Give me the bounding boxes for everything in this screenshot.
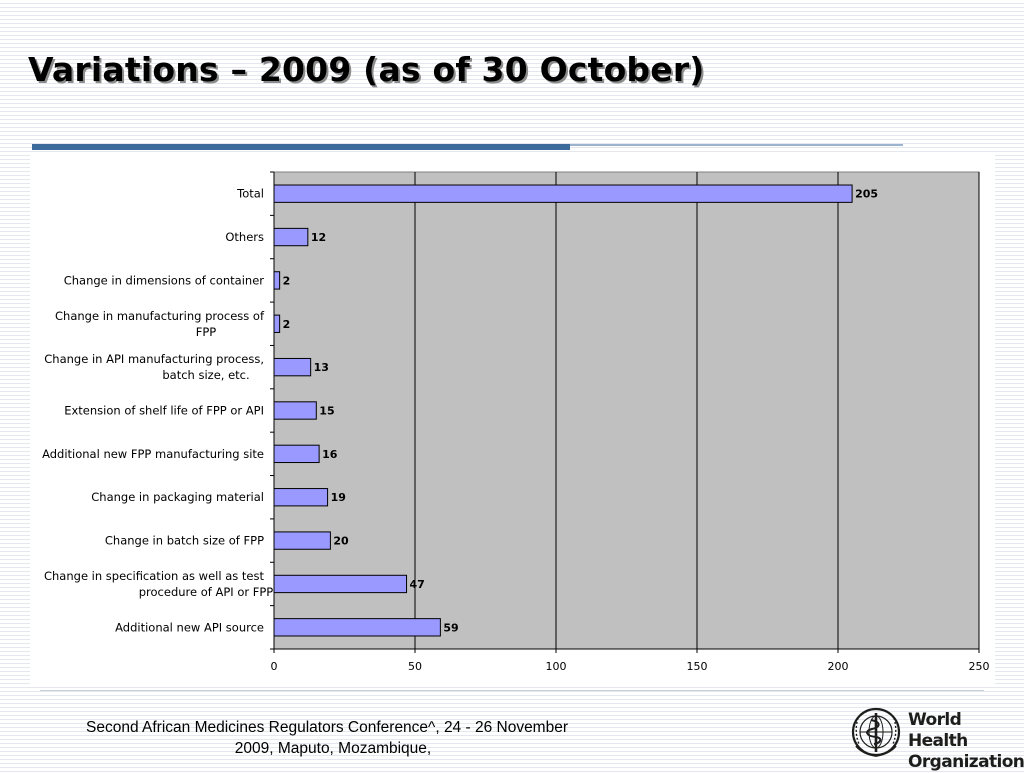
category-label: Others (225, 230, 264, 244)
bar (273, 401, 317, 420)
who-wordmark-line-2: Organization (908, 752, 1024, 772)
slide-title: Variations – 2009 (as of 30 October) (28, 50, 705, 89)
footer-text: Second African Medicines Regulators Conf… (0, 717, 654, 759)
data-label: 2 (283, 274, 291, 287)
who-wordmark-line-1: World Health (908, 710, 968, 751)
x-tick-label: 200 (828, 660, 849, 673)
data-label: 47 (410, 578, 425, 591)
x-tick-label: 0 (271, 660, 278, 673)
bar (273, 357, 312, 377)
x-tick-label: 250 (969, 660, 990, 673)
category-label: Extension of shelf life of FPP or API (64, 404, 264, 418)
who-wordmark: World Health Organization (908, 710, 1024, 773)
category-label: Change in dimensions of container (64, 273, 265, 287)
category-label: Additional new FPP manufacturing site (42, 447, 264, 461)
data-label: 20 (333, 535, 349, 548)
bar (273, 271, 281, 290)
category-label: Change in API manufacturing process, (44, 352, 264, 366)
data-label: 16 (322, 448, 338, 461)
data-label: 59 (443, 621, 458, 634)
bar (273, 574, 408, 594)
x-tick-label: 100 (546, 660, 567, 673)
category-label: batch size, etc. (162, 368, 249, 382)
category-label: Change in batch size of FPP (105, 534, 264, 548)
plot-area (273, 171, 980, 650)
data-label: 12 (311, 231, 326, 244)
data-label: 13 (314, 361, 329, 374)
category-label: Change in manufacturing process of (55, 309, 265, 323)
chart-panel: 0 50 100 150 200 250 205 Total 12 Others 2 Change i… (30, 152, 995, 685)
x-tick-label: 50 (408, 660, 422, 673)
footer-line-2: 2009, Maputo, Mozambique, (234, 740, 432, 757)
category-label: Additional new API source (115, 620, 264, 634)
who-emblem-icon (851, 707, 901, 757)
footer-line-1: Second African Medicines Regulators Conf… (86, 719, 568, 736)
data-label: 19 (331, 491, 346, 504)
bar (273, 444, 320, 464)
category-label: procedure of API or FPP (139, 585, 274, 599)
category-label: FPP (196, 325, 217, 339)
data-label: 205 (855, 188, 878, 201)
category-label: Change in specification as well as test (44, 569, 264, 583)
bar (273, 488, 329, 507)
bar-chart: 0 50 100 150 200 250 205 Total 12 Others 2 Change i… (42, 171, 990, 673)
title-rule-light (570, 144, 903, 146)
category-label: Total (236, 187, 264, 201)
category-label: Change in packaging material (91, 490, 264, 504)
bar (273, 184, 853, 203)
title-rule (32, 144, 570, 150)
bar (273, 618, 441, 637)
bar (273, 227, 309, 247)
bar (273, 314, 281, 333)
who-logo: World Health Organization (850, 706, 1024, 772)
data-label: 2 (283, 318, 291, 331)
bar (273, 531, 331, 550)
x-tick-label: 150 (687, 660, 708, 673)
data-label: 15 (319, 405, 334, 418)
footer-rule (40, 690, 984, 691)
